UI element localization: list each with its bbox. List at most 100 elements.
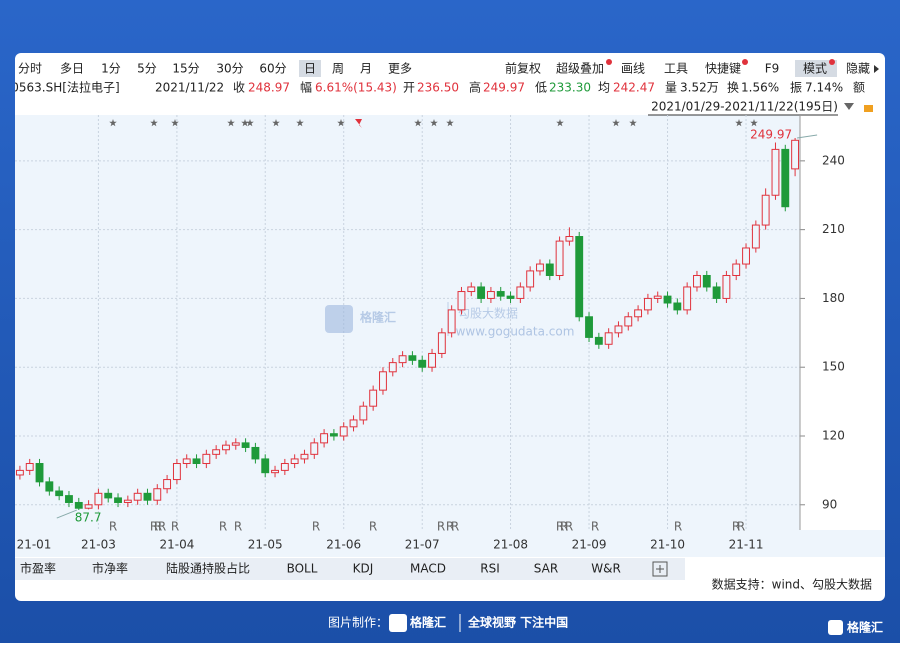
candle-body xyxy=(271,469,279,474)
event-label: R xyxy=(154,520,162,534)
event-label: R xyxy=(565,520,573,534)
candle-body xyxy=(251,446,260,460)
selected-tab xyxy=(795,60,837,77)
y-tick-label: 210 xyxy=(822,222,845,236)
toolbar-button[interactable]: 超级叠加 xyxy=(556,61,604,76)
x-tick-label: 21-01 xyxy=(17,538,52,552)
candle-body xyxy=(320,433,329,444)
event-star xyxy=(446,119,454,127)
candle-body xyxy=(212,449,221,455)
info-text: 低 xyxy=(535,81,547,95)
indicator-tab[interactable]: MACD xyxy=(410,562,446,576)
info-text: 3.52万 xyxy=(680,81,719,95)
indicator-tab[interactable]: 陆股通持股占比 xyxy=(166,561,250,576)
candle-body xyxy=(565,236,574,242)
toolbar-button[interactable]: 多日 xyxy=(60,62,84,76)
indicator-tab[interactable]: SAR xyxy=(534,562,558,576)
x-tick-label: 21-09 xyxy=(572,538,607,552)
toolbar-button[interactable]: F9 xyxy=(765,62,780,76)
toolbar-button[interactable]: 隐藏 xyxy=(846,62,870,76)
info-text: 量 xyxy=(665,81,677,95)
event-star xyxy=(735,119,743,127)
event-label: R xyxy=(234,520,242,534)
annotation-arrow xyxy=(797,134,818,139)
toolbar-button[interactable]: 更多 xyxy=(388,62,412,76)
y-tick-label: 180 xyxy=(822,291,845,305)
indicator-tab[interactable]: KDJ xyxy=(353,562,374,576)
candle-body xyxy=(545,263,554,276)
info-text: 高 xyxy=(469,80,481,95)
y-tick-label: 90 xyxy=(822,497,837,511)
candle-body xyxy=(634,309,643,318)
toolbar-button[interactable]: 工具 xyxy=(664,62,688,76)
candle-body xyxy=(94,492,103,506)
indicator-tab[interactable]: RSI xyxy=(480,562,500,576)
candle-body xyxy=(133,492,142,501)
x-tick-label: 21-10 xyxy=(650,538,685,552)
candle-body xyxy=(280,463,289,471)
toolbar-button[interactable]: 画线 xyxy=(621,62,645,76)
candle-body xyxy=(418,359,427,368)
y-tick-label: 120 xyxy=(822,428,845,442)
candle-body xyxy=(722,274,731,299)
indicator-tab[interactable]: BOLL xyxy=(287,562,318,576)
event-star xyxy=(414,119,422,127)
candle-body xyxy=(104,492,113,499)
candle-body xyxy=(45,481,54,492)
badge-dot xyxy=(606,59,612,65)
candle-body xyxy=(290,458,299,465)
candle-body xyxy=(486,291,495,299)
x-tick-label: 21-04 xyxy=(159,538,194,552)
event-star xyxy=(612,119,620,127)
toolbar-button[interactable]: 前复权 xyxy=(505,61,541,76)
dropdown[interactable] xyxy=(844,103,854,110)
footer-made-by: 图片制作： xyxy=(328,616,388,630)
candle-body xyxy=(379,371,387,391)
toolbar-button[interactable]: 月 xyxy=(360,62,372,76)
toolbar-button[interactable]: 日 xyxy=(304,62,316,76)
toolbar-button[interactable]: 分时 xyxy=(18,62,42,76)
event-label: R xyxy=(737,520,745,534)
candle-body xyxy=(437,332,446,354)
indicator-tab[interactable]: 市盈率 xyxy=(20,561,56,576)
indicator-tab[interactable]: W&R xyxy=(591,562,621,576)
toolbar-button[interactable]: 快捷键 xyxy=(705,62,741,76)
info-text: 开 xyxy=(403,81,415,95)
candle-body xyxy=(712,286,721,299)
candle-body xyxy=(624,316,633,327)
tab-bar xyxy=(15,558,685,580)
info-text: 换 xyxy=(727,81,739,95)
info-text: 幅 xyxy=(300,80,312,95)
event-label: R xyxy=(446,520,454,534)
event-star xyxy=(109,119,117,127)
event-label: R xyxy=(591,520,599,534)
candle-body xyxy=(339,426,348,437)
toolbar-button[interactable]: 周 xyxy=(332,62,344,76)
candle-body xyxy=(781,148,790,208)
toolbar-button[interactable]: 5分 xyxy=(137,62,157,76)
info-text: 248.97 xyxy=(248,81,290,95)
x-axis-band xyxy=(15,530,885,557)
info-text: 均 xyxy=(598,81,610,95)
info-text: 249.97 xyxy=(483,81,525,95)
event-star xyxy=(227,119,235,127)
candle-body xyxy=(398,355,407,364)
candle-body xyxy=(742,247,750,265)
info-text: 600563.SH[法拉电子] xyxy=(0,80,120,95)
toolbar-button[interactable]: 15分 xyxy=(172,62,199,76)
candle-body xyxy=(123,499,132,503)
add-tab-plus xyxy=(656,565,664,573)
indicator-tab[interactable]: 市净率 xyxy=(92,561,128,576)
toolbar-button[interactable]: 1分 xyxy=(101,62,121,76)
y-tick-label: 150 xyxy=(822,360,845,374)
candle-body xyxy=(222,444,230,451)
event-star xyxy=(171,119,179,127)
candle-body xyxy=(447,309,456,334)
candle-body xyxy=(300,453,309,460)
toolbar-button[interactable]: 30分 xyxy=(216,62,243,76)
toolbar-button[interactable]: 模式 xyxy=(803,62,827,76)
event-label: R xyxy=(158,520,166,534)
candle-body xyxy=(143,492,152,501)
add-tab[interactable] xyxy=(652,561,668,577)
toolbar-button[interactable]: 60分 xyxy=(259,62,286,76)
